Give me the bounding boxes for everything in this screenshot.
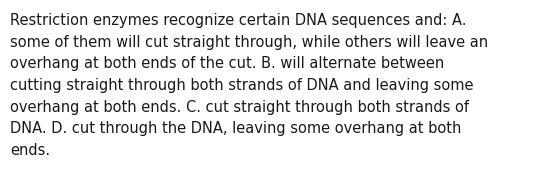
Text: Restriction enzymes recognize certain DNA sequences and: A.
some of them will cu: Restriction enzymes recognize certain DN… (10, 13, 488, 158)
